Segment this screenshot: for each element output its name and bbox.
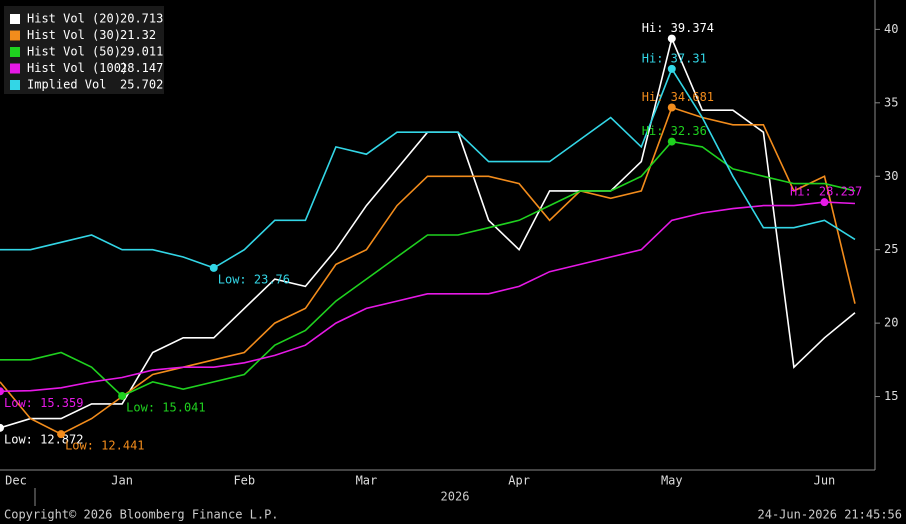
extreme-label: Low: 15.041 (126, 400, 205, 414)
x-year-label: 2026 (441, 490, 470, 504)
extreme-label: Low: 23.76 (218, 272, 290, 286)
legend-swatch (10, 14, 20, 24)
legend-label: Hist Vol (30) (27, 28, 121, 42)
extreme-label: Hi: 28.237 (790, 185, 862, 199)
legend-value: 29.011 (120, 45, 163, 59)
extreme-marker (0, 387, 4, 396)
legend-label: Hist Vol (100) (27, 61, 128, 75)
legend-value: 20.713 (120, 12, 163, 26)
y-tick-label: 15 (884, 389, 898, 403)
y-tick-label: 40 (884, 22, 898, 36)
legend-swatch (10, 30, 20, 41)
legend-value: 21.32 (120, 28, 156, 42)
legend-swatch (10, 47, 20, 57)
extreme-label: Low: 15.359 (4, 396, 83, 410)
extreme-marker (667, 137, 676, 146)
y-tick-label: 20 (884, 316, 898, 330)
extreme-marker (209, 263, 218, 272)
extreme-label: Hi: 39.374 (642, 21, 714, 35)
x-tick-label: Jan (111, 474, 133, 488)
extreme-label: Hi: 32.36 (642, 124, 707, 138)
extreme-label: Hi: 37.31 (642, 51, 707, 65)
series-line (0, 201, 856, 393)
y-tick-label: 30 (884, 169, 898, 183)
series-line (0, 67, 856, 269)
series-line (0, 140, 856, 397)
extreme-marker (667, 64, 676, 73)
legend-box (4, 6, 164, 94)
extreme-label: Low: 12.441 (65, 439, 144, 453)
x-tick-label: Feb (233, 474, 255, 488)
legend-swatch (10, 63, 20, 74)
x-tick-label: Jun (814, 474, 836, 488)
extreme-marker (820, 198, 829, 207)
legend-swatch (10, 80, 20, 90)
legend-label: Implied Vol (27, 78, 106, 92)
extreme-marker (118, 391, 127, 400)
x-tick-label: Apr (508, 474, 530, 488)
legend-value: 25.702 (120, 78, 163, 92)
extreme-marker (0, 423, 4, 432)
series-line (0, 106, 856, 435)
extreme-marker (667, 34, 676, 43)
extreme-marker (667, 103, 676, 112)
extreme-marker (57, 430, 66, 439)
x-tick-label: Dec (5, 474, 27, 488)
legend-label: Hist Vol (20) (27, 12, 121, 26)
copyright: Copyright© 2026 Bloomberg Finance L.P. (4, 508, 279, 522)
extreme-label: Hi: 34.681 (642, 90, 714, 104)
x-tick-label: May (661, 474, 683, 488)
y-tick-label: 35 (884, 95, 898, 109)
legend-value: 28.147 (120, 61, 163, 75)
timestamp: 24-Jun-2026 21:45:56 (758, 508, 903, 522)
legend-label: Hist Vol (50) (27, 45, 121, 59)
x-tick-label: Mar (356, 474, 378, 488)
y-tick-label: 25 (884, 242, 898, 256)
